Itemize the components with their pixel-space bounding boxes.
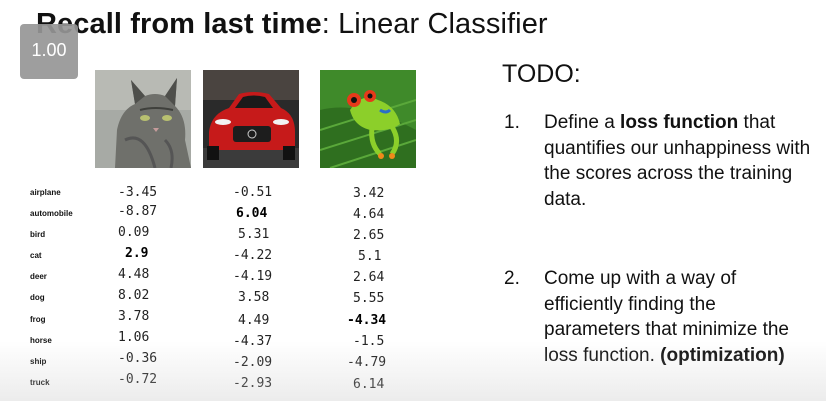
car-score: -4.37 (233, 334, 273, 349)
frog-score: 5.55 (353, 291, 385, 306)
class-label-horse: horse (30, 336, 52, 345)
slide-title-bold: Recall from last time (36, 8, 322, 40)
playback-speed-button[interactable]: 1.00 (20, 24, 78, 79)
class-label-cat: cat (30, 251, 42, 260)
cat-score: -8.87 (118, 204, 158, 219)
frog-score: 6.14 (353, 377, 385, 392)
car-score: 5.31 (238, 227, 270, 242)
todo-item-2: 2. Come up with a way of efficiently fin… (504, 266, 814, 396)
car-score-correct: 6.04 (236, 206, 268, 221)
car-image (203, 70, 299, 168)
todo-item-text: Come up with a way of efficiently findin… (544, 266, 814, 368)
class-label-bird: bird (30, 230, 46, 239)
todo-item-text-bold: loss function (620, 112, 739, 133)
cat-score: -0.36 (118, 351, 158, 366)
car-score: -2.93 (233, 376, 273, 391)
todo-item-number: 2. (504, 268, 520, 289)
car-score: -4.22 (233, 248, 273, 263)
frog-score: 5.1 (358, 249, 382, 264)
todo-item-1: 1. Define a loss function that quantifie… (504, 110, 814, 240)
car-score: -0.51 (233, 185, 273, 200)
class-label-frog: frog (30, 315, 46, 324)
cat-score-correct: 2.9 (125, 246, 149, 261)
slide-title-rest: : Linear Classifier (321, 8, 548, 40)
cat-score: 1.06 (118, 330, 150, 345)
frog-score: 2.65 (353, 228, 385, 243)
car-score: -2.09 (233, 355, 273, 370)
todo-item-text-pre: Define a (544, 112, 621, 133)
cat-image (95, 70, 191, 168)
class-label-dog: dog (30, 293, 45, 302)
cat-score: 4.48 (118, 267, 150, 282)
frog-score: 2.64 (353, 270, 385, 285)
todo-item-text: Define a loss function that quantifies o… (544, 110, 814, 212)
todo-item-text-bold: (optimization) (660, 344, 785, 366)
class-label-truck: truck (30, 378, 50, 387)
cat-score: 0.09 (118, 225, 150, 240)
frog-score: -1.5 (353, 334, 385, 349)
car-score: -4.19 (233, 269, 273, 284)
class-label-deer: deer (30, 272, 47, 281)
frog-score: -4.79 (347, 355, 387, 370)
class-label-automobile: automobile (30, 209, 73, 218)
slide-title: Recall from last time: Linear Classifier (36, 8, 548, 41)
car-score: 4.49 (238, 313, 270, 328)
frog-score: 3.42 (353, 186, 385, 201)
frog-score-correct: -4.34 (347, 313, 387, 328)
todo-item-number: 1. (504, 112, 520, 133)
cat-score: -0.72 (118, 372, 158, 387)
cat-score: -3.45 (118, 185, 158, 200)
todo-item-text-post: that quantifies our unhappiness with the… (544, 112, 811, 210)
todo-heading: TODO: (502, 60, 581, 88)
todo-item-text-pre: Come up with a way of efficiently findin… (544, 268, 789, 366)
cat-score: 8.02 (118, 288, 150, 303)
cat-score: 3.78 (118, 309, 150, 324)
class-label-ship: ship (30, 357, 47, 366)
class-label-airplane: airplane (30, 188, 61, 197)
frog-image (320, 70, 416, 168)
frog-score: 4.64 (353, 207, 385, 222)
car-score: 3.58 (238, 290, 270, 305)
